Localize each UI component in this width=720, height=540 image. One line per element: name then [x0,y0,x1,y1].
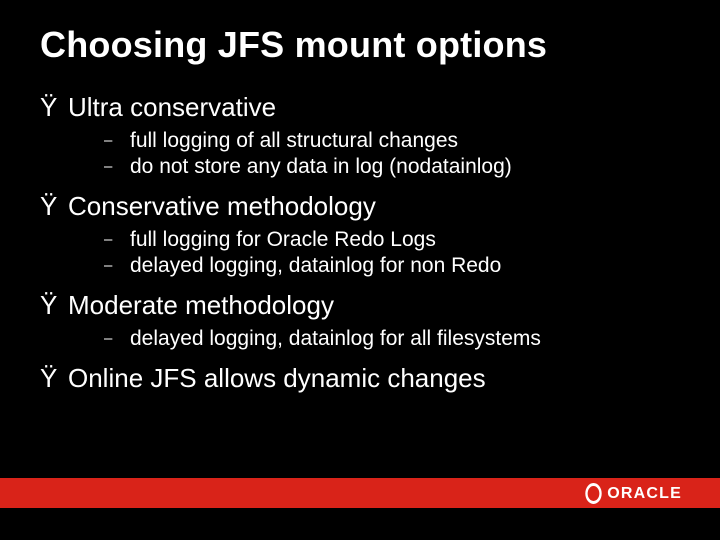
level2-item: – full logging of all structural changes [104,129,680,153]
level1-item: Ÿ Ultra conservative [40,92,680,123]
dash-icon: – [104,330,130,347]
oracle-logo-text: ORACLE [607,485,682,503]
level2-text: delayed logging, datainlog for non Redo [130,254,501,278]
level2-item: – delayed logging, datainlog for non Red… [104,254,680,278]
level1-text: Online JFS allows dynamic changes [68,363,486,394]
section-3: Ÿ Online JFS allows dynamic changes [40,363,680,394]
section-1: Ÿ Conservative methodology – full loggin… [40,191,680,278]
dash-icon: – [104,132,130,149]
level2-item: – delayed logging, datainlog for all fil… [104,327,680,351]
dash-icon: – [104,158,130,175]
bullet-icon: Ÿ [40,191,68,222]
slide-title: Choosing JFS mount options [40,24,680,66]
section-2: Ÿ Moderate methodology – delayed logging… [40,290,680,351]
level2-text: delayed logging, datainlog for all files… [130,327,541,351]
level2-item: – full logging for Oracle Redo Logs [104,228,680,252]
slide: Choosing JFS mount options Ÿ Ultra conse… [0,0,720,540]
level1-text: Conservative methodology [68,191,376,222]
level1-item: Ÿ Moderate methodology [40,290,680,321]
level2-text: do not store any data in log (nodatainlo… [130,155,512,179]
level2-text: full logging for Oracle Redo Logs [130,228,436,252]
oracle-logo: ORACLE [583,483,682,504]
level1-item: Ÿ Conservative methodology [40,191,680,222]
bullet-icon: Ÿ [40,92,68,123]
bullet-icon: Ÿ [40,290,68,321]
level1-text: Ultra conservative [68,92,276,123]
level1-item: Ÿ Online JFS allows dynamic changes [40,363,680,394]
oracle-o-icon [586,483,602,504]
dash-icon: – [104,231,130,248]
bullet-icon: Ÿ [40,363,68,394]
level2-item: – do not store any data in log (nodatain… [104,155,680,179]
level1-text: Moderate methodology [68,290,334,321]
section-0: Ÿ Ultra conservative – full logging of a… [40,92,680,179]
dash-icon: – [104,257,130,274]
level2-text: full logging of all structural changes [130,129,458,153]
